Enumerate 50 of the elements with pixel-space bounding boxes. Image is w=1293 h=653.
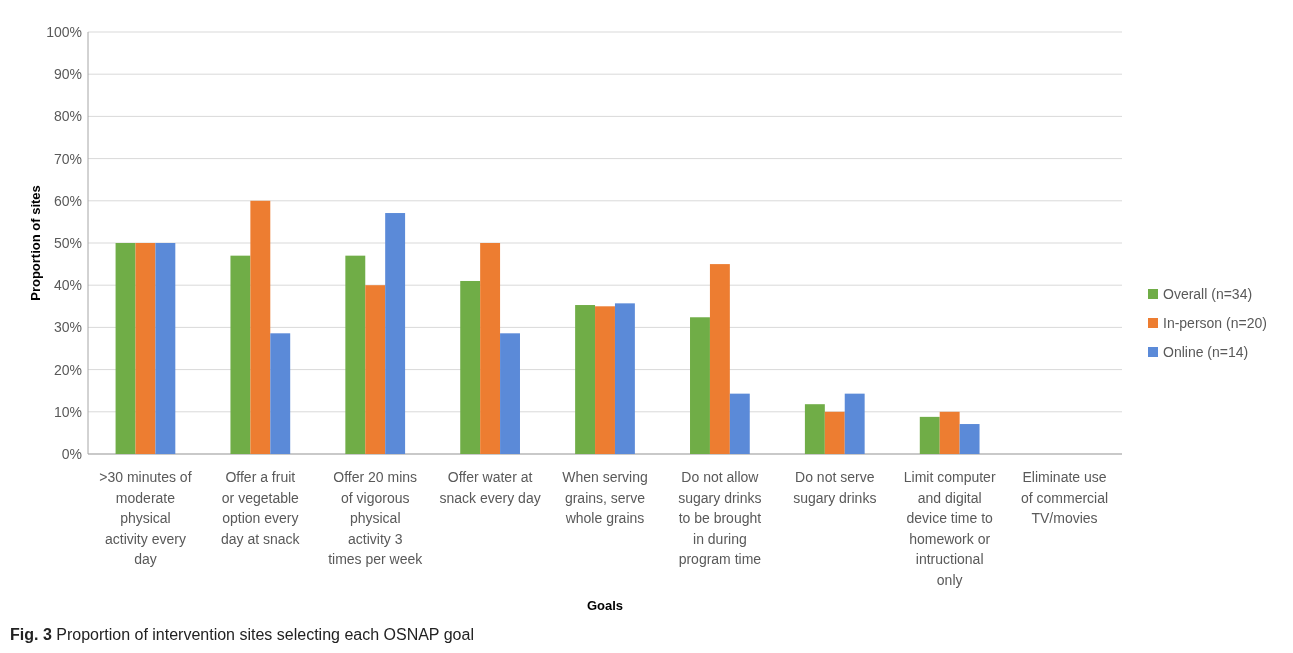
x-axis-title: Goals	[586, 598, 624, 613]
bar	[959, 424, 980, 454]
y-tick-label: 80%	[53, 108, 82, 125]
x-tick-label: >30 minutes of moderate physical activity every day	[99, 469, 192, 567]
bar	[135, 243, 156, 454]
bar	[575, 305, 596, 454]
bar	[844, 393, 865, 454]
bar	[500, 333, 520, 454]
bar	[270, 333, 291, 454]
bar	[919, 416, 940, 454]
bar	[729, 393, 750, 454]
y-tick-label: 20%	[53, 361, 82, 378]
y-axis-title: Proportion of sites	[28, 185, 43, 301]
bar	[690, 317, 710, 454]
legend-label: Overall (n=34)	[1163, 285, 1253, 302]
legend-label: In-person (n=20)	[1163, 314, 1267, 331]
x-tick-label: Eliminate use of commercial TV/movies	[1020, 469, 1109, 526]
bar	[155, 243, 176, 454]
bar	[804, 404, 825, 454]
y-tick-label: 100%	[46, 23, 82, 40]
legend-label: Online (n=14)	[1163, 343, 1249, 360]
x-tick-label: Offer a fruit or vegetable option every day at snack	[221, 469, 301, 547]
bar	[365, 285, 386, 454]
bar	[115, 243, 136, 454]
bar	[939, 411, 960, 454]
bar	[614, 303, 635, 454]
x-tick-label: Limit computer and digital device time to homework or intructional only	[903, 469, 996, 588]
y-tick-label: 70%	[53, 150, 82, 167]
y-tick-label: 90%	[53, 66, 82, 83]
bar	[460, 280, 481, 454]
bar	[824, 411, 845, 454]
bar	[345, 255, 366, 454]
x-tick-label: Offer water at snack every day	[439, 469, 541, 506]
y-tick-label: 40%	[53, 277, 82, 294]
x-tick-label: Do not serve sugary drinks	[793, 469, 877, 506]
x-tick-label: Offer 20 mins of vigorous physical activity 3 times per week	[328, 469, 424, 567]
bar	[250, 200, 271, 454]
caption: Fig. 3 Proportion of intervention sites selecting each OSNAP goal	[10, 626, 474, 643]
y-tick-label: 30%	[53, 319, 82, 336]
y-tick-label: 60%	[53, 192, 82, 209]
bar	[480, 243, 501, 454]
bar	[595, 306, 615, 454]
y-tick-label: 50%	[53, 234, 82, 251]
bar	[385, 213, 406, 454]
x-tick-label: When serving grains, serve whole grains	[562, 469, 648, 526]
y-tick-label: 0%	[61, 445, 82, 462]
bar	[230, 255, 251, 454]
x-tick-label: Do not allow sugary drinks to be brought in during program time	[678, 469, 762, 567]
y-tick-label: 10%	[53, 403, 82, 420]
bar	[709, 264, 730, 454]
